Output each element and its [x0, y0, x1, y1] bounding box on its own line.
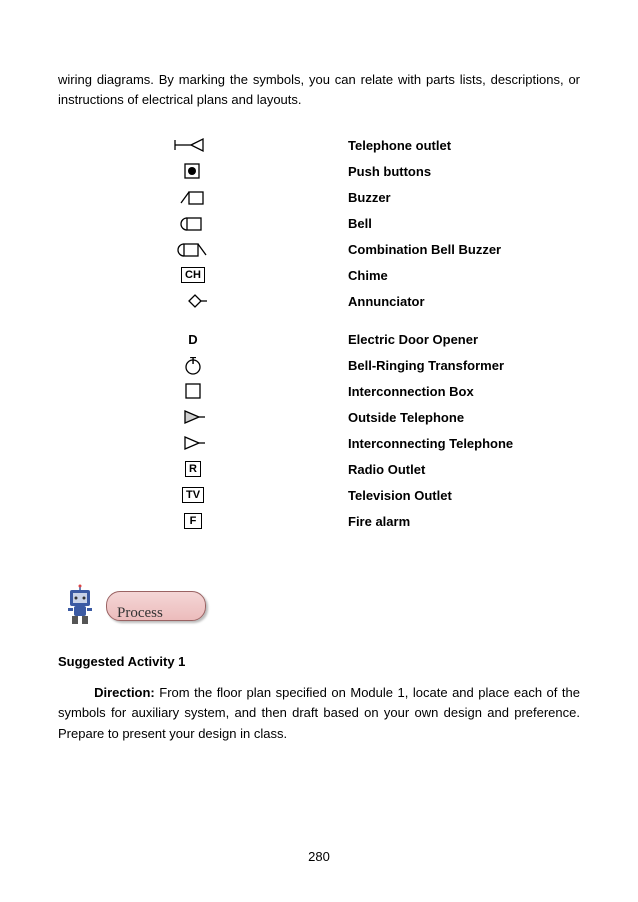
symbol-label: Outside Telephone — [348, 410, 464, 425]
door-opener-icon: D — [168, 326, 218, 352]
outside-telephone-icon — [168, 404, 218, 430]
symbol-row: Push buttons — [168, 158, 580, 184]
intro-paragraph: wiring diagrams. By marking the symbols,… — [58, 70, 580, 110]
symbol-label: Electric Door Opener — [348, 332, 478, 347]
symbol-row: Outside Telephone — [168, 404, 580, 430]
symbol-label: Bell — [348, 216, 372, 231]
combo-bell-buzzer-icon — [168, 236, 218, 262]
symbol-label: Bell-Ringing Transformer — [348, 358, 504, 373]
symbol-label: Fire alarm — [348, 514, 410, 529]
symbol-row: D Electric Door Opener — [168, 326, 580, 352]
buzzer-icon — [168, 184, 218, 210]
telephone-outlet-icon — [168, 132, 218, 158]
symbol-row: Telephone outlet — [168, 132, 580, 158]
symbol-label: Buzzer — [348, 190, 391, 205]
fire-alarm-icon: F — [168, 508, 218, 534]
symbol-label: Interconnection Box — [348, 384, 474, 399]
symbol-row: Annunciator — [168, 288, 580, 314]
symbol-row: T Bell-Ringing Transformer — [168, 352, 580, 378]
process-block: Process — [58, 584, 580, 628]
direction-bold: Direction: — [94, 685, 155, 700]
symbol-row: F Fire alarm — [168, 508, 580, 534]
symbol-label: Telephone outlet — [348, 138, 451, 153]
symbol-row: Combination Bell Buzzer — [168, 236, 580, 262]
suggested-activity-title: Suggested Activity 1 — [58, 654, 580, 669]
symbol-label: Radio Outlet — [348, 462, 425, 477]
push-buttons-icon — [168, 158, 218, 184]
direction-paragraph: Direction: From the floor plan specified… — [58, 683, 580, 743]
symbol-row: TV Television Outlet — [168, 482, 580, 508]
radio-outlet-icon: R — [168, 456, 218, 482]
intercon-telephone-icon — [168, 430, 218, 456]
symbol-label: Television Outlet — [348, 488, 452, 503]
symbol-label: Annunciator — [348, 294, 425, 309]
page-number: 280 — [0, 849, 638, 864]
transformer-icon: T — [168, 352, 218, 378]
process-label: Process — [117, 605, 163, 621]
symbol-row: Interconnection Box — [168, 378, 580, 404]
svg-text:T: T — [190, 356, 196, 367]
bell-icon — [168, 210, 218, 236]
symbol-label: Combination Bell Buzzer — [348, 242, 501, 257]
robot-icon — [58, 584, 102, 628]
annunciator-icon — [168, 288, 218, 314]
symbols-table: Telephone outlet Push buttons Buzzer Bel… — [168, 132, 580, 534]
intercon-box-icon — [168, 378, 218, 404]
symbol-label: Push buttons — [348, 164, 431, 179]
chime-icon: CH — [168, 262, 218, 288]
symbol-row: R Radio Outlet — [168, 456, 580, 482]
symbol-row: Buzzer — [168, 184, 580, 210]
process-tag: Process — [106, 591, 206, 621]
symbol-row: CH Chime — [168, 262, 580, 288]
symbol-label: Interconnecting Telephone — [348, 436, 513, 451]
symbol-row: Interconnecting Telephone — [168, 430, 580, 456]
symbol-label: Chime — [348, 268, 388, 283]
tv-outlet-icon: TV — [168, 482, 218, 508]
symbol-row: Bell — [168, 210, 580, 236]
document-page: wiring diagrams. By marking the symbols,… — [0, 0, 638, 902]
